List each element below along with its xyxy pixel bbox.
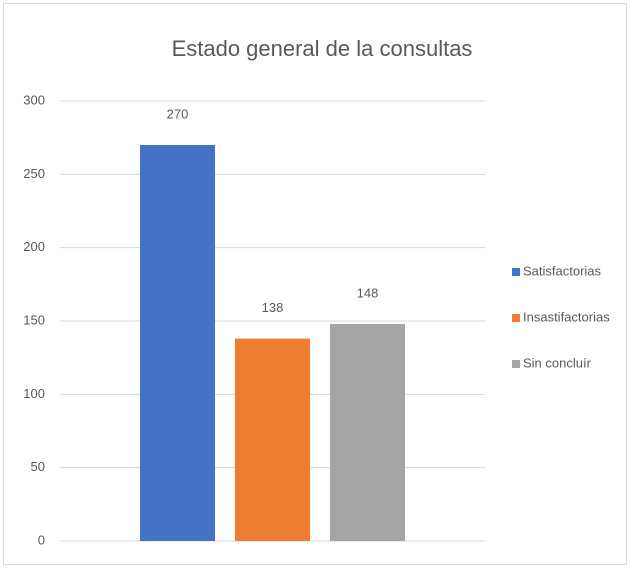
data-label: 270 [167, 106, 189, 121]
legend-label: Insastifactorias [523, 309, 610, 324]
legend-label: Sin concluír [523, 355, 592, 370]
bar [235, 338, 310, 541]
legend-label: Satisfactorias [523, 263, 602, 278]
y-tick-label: 250 [23, 166, 45, 181]
legend-swatch [512, 360, 520, 368]
bar [330, 323, 405, 541]
y-tick-label: 100 [23, 386, 45, 401]
bar [140, 145, 215, 541]
y-tick-label: 50 [31, 459, 45, 474]
chart-border [3, 3, 627, 565]
legend-swatch [512, 268, 520, 276]
y-tick-label: 150 [23, 312, 45, 327]
legend-swatch [512, 314, 520, 322]
data-label: 138 [262, 300, 284, 315]
chart-title: Estado general de la consultas [172, 36, 473, 61]
data-label: 148 [357, 285, 379, 300]
y-tick-label: 200 [23, 239, 45, 254]
y-tick-label: 0 [38, 532, 45, 547]
y-tick-label: 300 [23, 92, 45, 107]
